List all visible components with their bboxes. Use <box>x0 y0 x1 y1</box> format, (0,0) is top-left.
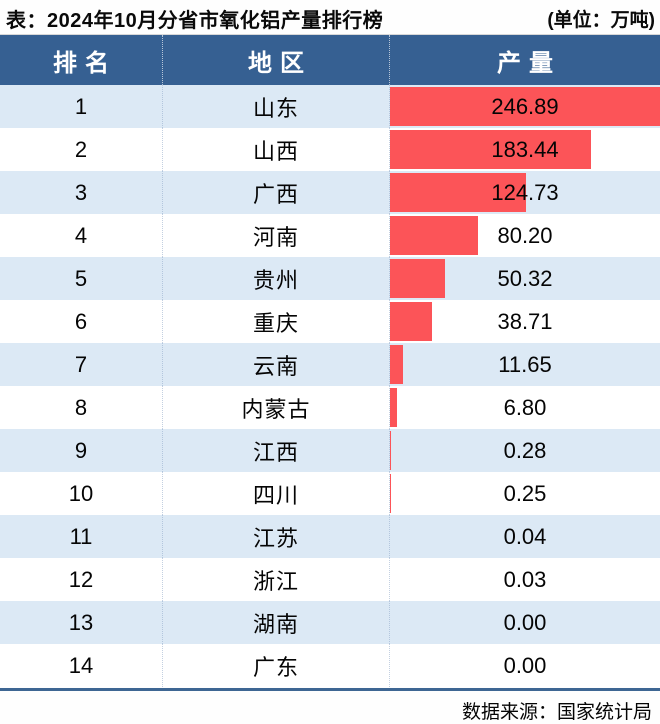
output-value: 11.65 <box>498 351 552 377</box>
rank-cell: 6 <box>0 300 163 343</box>
page-title: 表：2024年10月分省市氧化铝产量排行榜 <box>6 9 384 32</box>
title-bar: 表：2024年10月分省市氧化铝产量排行榜 (单位：万吨) <box>0 0 660 34</box>
output-value: 0.00 <box>503 652 547 678</box>
rank-cell: 2 <box>0 128 163 171</box>
rank-cell: 10 <box>0 472 163 515</box>
output-value: 0.28 <box>503 437 547 463</box>
output-cell: 0.04 <box>390 515 660 558</box>
output-bar <box>390 388 398 427</box>
data-source: 数据来源：国家统计局 <box>461 702 652 723</box>
rank-cell: 8 <box>0 386 163 429</box>
table-row: 14 广东 0.00 <box>0 644 660 687</box>
column-header-region: 地区 <box>163 35 390 85</box>
output-cell: 183.44 <box>390 128 660 171</box>
output-value: 38.71 <box>497 308 553 334</box>
footer-divider <box>0 688 660 691</box>
output-cell: 38.71 <box>390 300 660 343</box>
output-cell: 246.89 <box>390 85 660 128</box>
region-cell: 山西 <box>163 128 390 171</box>
table-row: 13 湖南 0.00 <box>0 601 660 644</box>
region-cell: 浙江 <box>163 558 390 601</box>
column-header-output: 产量 <box>497 49 561 77</box>
rank-cell: 9 <box>0 429 163 472</box>
output-value: 183.44 <box>491 136 559 162</box>
output-cell: 124.73 <box>390 171 660 214</box>
region-cell: 四川 <box>163 472 390 515</box>
column-header-rank: 排名 <box>0 35 163 85</box>
output-value: 80.20 <box>497 222 553 248</box>
output-cell: 80.20 <box>390 214 660 257</box>
table-row: 6 重庆 38.71 <box>0 300 660 343</box>
rank-cell: 11 <box>0 515 163 558</box>
output-cell: 0.03 <box>390 558 660 601</box>
rank-cell: 5 <box>0 257 163 300</box>
table-row: 3 广西 124.73 <box>0 171 660 214</box>
output-bar <box>390 87 660 126</box>
output-value: 246.89 <box>491 93 559 119</box>
region-cell: 湖南 <box>163 601 390 644</box>
region-cell: 河南 <box>163 214 390 257</box>
output-bar <box>390 130 591 169</box>
output-value: 50.32 <box>497 265 553 291</box>
output-bar <box>390 216 478 255</box>
output-cell: 6.80 <box>390 386 660 429</box>
table-row: 11 江苏 0.04 <box>0 515 660 558</box>
table-row: 7 云南 11.65 <box>0 343 660 386</box>
output-cell: 11.65 <box>390 343 660 386</box>
region-cell: 云南 <box>163 343 390 386</box>
output-value: 0.03 <box>503 566 547 592</box>
rank-cell: 3 <box>0 171 163 214</box>
output-value: 0.25 <box>503 480 547 506</box>
region-cell: 贵州 <box>163 257 390 300</box>
table-row: 12 浙江 0.03 <box>0 558 660 601</box>
table-row: 8 内蒙古 6.80 <box>0 386 660 429</box>
region-cell: 广东 <box>163 644 390 687</box>
table-row: 2 山西 183.44 <box>0 128 660 171</box>
table-header: 排名 地区 产量 <box>0 34 660 85</box>
output-bar <box>390 173 527 212</box>
output-cell: 0.28 <box>390 429 660 472</box>
output-bar <box>390 345 403 384</box>
table-body: 1 山东 246.89 2 山西 183.44 3 广西 124.73 4 河南… <box>0 85 660 687</box>
table-row: 4 河南 80.20 <box>0 214 660 257</box>
table-row: 10 四川 0.25 <box>0 472 660 515</box>
output-value: 124.73 <box>491 179 559 205</box>
region-cell: 内蒙古 <box>163 386 390 429</box>
output-value: 0.04 <box>503 523 547 549</box>
region-cell: 山东 <box>163 85 390 128</box>
unit-label: (单位：万吨) <box>547 9 655 31</box>
output-bar <box>390 259 446 298</box>
region-cell: 江苏 <box>163 515 390 558</box>
output-bar <box>390 302 433 341</box>
rank-cell: 7 <box>0 343 163 386</box>
table-row: 9 江西 0.28 <box>0 429 660 472</box>
table-row: 5 贵州 50.32 <box>0 257 660 300</box>
rank-cell: 4 <box>0 214 163 257</box>
rank-cell: 13 <box>0 601 163 644</box>
output-value: 6.80 <box>503 394 547 420</box>
region-cell: 江西 <box>163 429 390 472</box>
output-cell: 0.25 <box>390 472 660 515</box>
output-cell: 0.00 <box>390 644 660 687</box>
region-cell: 广西 <box>163 171 390 214</box>
table-row: 1 山东 246.89 <box>0 85 660 128</box>
output-cell: 0.00 <box>390 601 660 644</box>
output-value: 0.00 <box>503 609 547 635</box>
rank-cell: 14 <box>0 644 163 687</box>
rank-cell: 1 <box>0 85 163 128</box>
output-cell: 50.32 <box>390 257 660 300</box>
rank-cell: 12 <box>0 558 163 601</box>
region-cell: 重庆 <box>163 300 390 343</box>
